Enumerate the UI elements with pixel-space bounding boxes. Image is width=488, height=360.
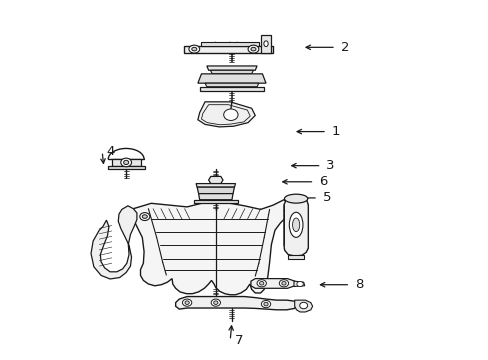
Ellipse shape xyxy=(257,280,266,287)
Ellipse shape xyxy=(261,301,270,308)
Ellipse shape xyxy=(142,215,147,219)
Ellipse shape xyxy=(299,302,307,309)
Ellipse shape xyxy=(281,282,285,285)
Text: 2: 2 xyxy=(340,41,348,54)
Polygon shape xyxy=(208,176,223,184)
Ellipse shape xyxy=(182,299,191,306)
Ellipse shape xyxy=(289,212,303,237)
Ellipse shape xyxy=(188,45,199,53)
Polygon shape xyxy=(198,74,265,83)
Polygon shape xyxy=(112,159,140,166)
Ellipse shape xyxy=(211,299,220,306)
Polygon shape xyxy=(196,184,235,187)
Polygon shape xyxy=(199,87,264,91)
Polygon shape xyxy=(260,35,271,53)
Ellipse shape xyxy=(223,109,238,121)
Text: 5: 5 xyxy=(322,192,330,204)
Polygon shape xyxy=(210,70,253,74)
Polygon shape xyxy=(193,200,238,203)
Polygon shape xyxy=(284,195,308,256)
Text: 4: 4 xyxy=(106,145,115,158)
Ellipse shape xyxy=(140,213,149,221)
Polygon shape xyxy=(107,166,144,169)
Polygon shape xyxy=(294,300,312,312)
Ellipse shape xyxy=(121,158,131,167)
Ellipse shape xyxy=(259,282,264,285)
Polygon shape xyxy=(183,45,273,53)
Text: 6: 6 xyxy=(319,175,327,188)
Polygon shape xyxy=(201,42,258,45)
Text: 1: 1 xyxy=(331,125,340,138)
Ellipse shape xyxy=(292,218,299,231)
Ellipse shape xyxy=(264,302,267,306)
Ellipse shape xyxy=(284,194,307,203)
Ellipse shape xyxy=(213,301,218,305)
Polygon shape xyxy=(132,200,289,295)
Text: 7: 7 xyxy=(234,334,243,347)
Text: 3: 3 xyxy=(325,159,334,172)
Polygon shape xyxy=(204,83,258,87)
Polygon shape xyxy=(198,102,255,127)
Text: 8: 8 xyxy=(354,278,363,291)
Polygon shape xyxy=(91,206,137,279)
Ellipse shape xyxy=(123,160,128,165)
Polygon shape xyxy=(198,194,233,200)
Polygon shape xyxy=(197,187,234,194)
Polygon shape xyxy=(287,255,304,259)
Polygon shape xyxy=(250,279,294,288)
Ellipse shape xyxy=(279,280,288,287)
Ellipse shape xyxy=(191,47,196,51)
Ellipse shape xyxy=(250,47,255,51)
Polygon shape xyxy=(175,297,296,310)
Ellipse shape xyxy=(247,45,258,53)
Ellipse shape xyxy=(296,282,303,287)
Polygon shape xyxy=(293,281,304,287)
Ellipse shape xyxy=(184,301,189,305)
Ellipse shape xyxy=(264,41,267,46)
Polygon shape xyxy=(206,66,257,70)
